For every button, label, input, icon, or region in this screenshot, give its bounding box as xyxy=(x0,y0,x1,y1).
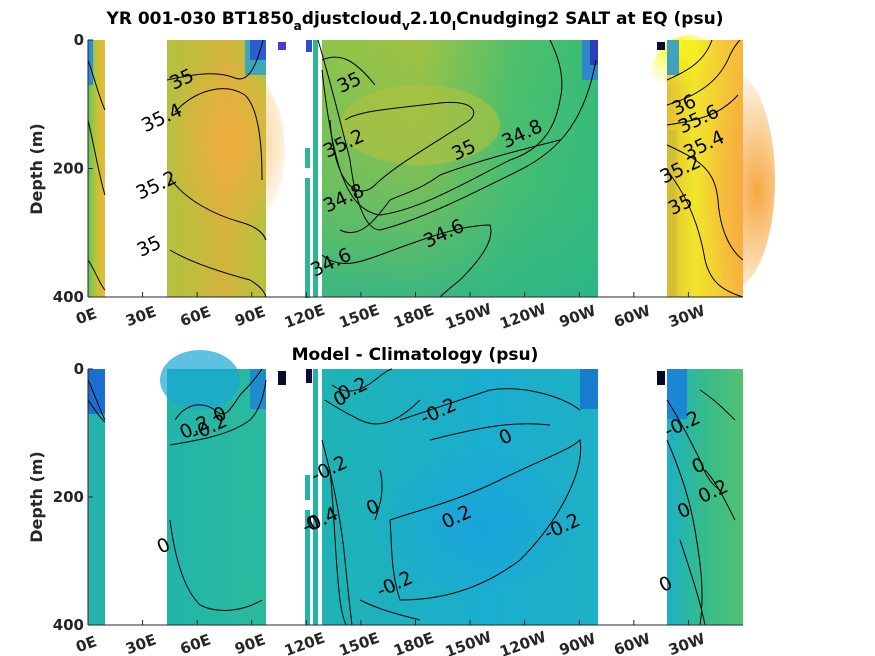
bottom-y-label: Depth (m) xyxy=(27,451,46,543)
top-panel: YR 001-030 BT1850adjustcloudv2.10ICnudgi… xyxy=(27,9,775,333)
bottom-y-tick-label: 0 xyxy=(74,360,84,378)
bottom-contours xyxy=(87,368,736,626)
bottom-panel: Model - Climatology (psu) xyxy=(27,345,743,656)
bottom-x-tick-label: 120W xyxy=(497,628,549,656)
top-coastal-fresh xyxy=(88,40,93,85)
top-contour-label: 35 xyxy=(134,232,165,262)
bottom-x-tick-label: 60W xyxy=(611,629,653,656)
bottom-y-tick-label: 400 xyxy=(53,616,84,634)
bottom-x-tick-label: 0E xyxy=(73,632,99,656)
bottom-x-tick-label: 120E xyxy=(282,629,327,656)
bottom-plot-area: -0.200.20.20 -0.20-0.2-0.400 0.2 -0.2-0.20-… xyxy=(87,350,743,626)
top-y-tick-label: 0 xyxy=(74,31,84,49)
top-y-tick-label: 200 xyxy=(53,160,84,178)
top-x-ticks: 0E 30E 60E 90E 120E 150E 180E 150W 120W 90W 60W 30W xyxy=(73,292,708,333)
bottom-y-tick-label: 200 xyxy=(53,488,84,506)
top-contours xyxy=(87,39,744,298)
top-y-tick-label: 400 xyxy=(53,288,84,306)
top-x-tick-label: 30W xyxy=(666,301,708,331)
top-y-label: Depth (m) xyxy=(27,123,46,215)
top-x-tick-label: 150E xyxy=(337,301,382,332)
top-x-tick-label: 90E xyxy=(232,303,267,331)
bottom-title: Model - Climatology (psu) xyxy=(292,345,539,365)
bottom-x-tick-label: 30E xyxy=(123,631,158,656)
top-y-ticks: 0 200 400 xyxy=(53,31,93,306)
bottom-x-tick-label: 30W xyxy=(666,629,708,656)
top-x-tick-label: 90W xyxy=(557,301,599,331)
top-x-tick-label: 180E xyxy=(391,301,436,332)
top-x-tick-label: 0E xyxy=(73,304,99,328)
bottom-y-ticks: 0 200 400 xyxy=(53,360,93,634)
top-x-tick-label: 150W xyxy=(443,300,495,333)
top-title: YR 001-030 BT1850adjustcloudv2.10ICnudgi… xyxy=(106,9,724,33)
bottom-x-tick-label: 150E xyxy=(337,629,382,656)
bottom-x-tick-label: 90W xyxy=(557,629,599,656)
top-x-tick-label: 120W xyxy=(497,300,549,333)
top-x-tick-label: 60E xyxy=(178,303,213,331)
bottom-x-tick-label: 150W xyxy=(443,628,495,656)
top-region-atlantic-east xyxy=(88,40,105,297)
bottom-x-tick-label: 180E xyxy=(391,629,436,656)
top-x-tick-label: 60W xyxy=(611,301,653,331)
top-x-tick-label: 120E xyxy=(282,301,327,332)
top-x-tick-label: 30E xyxy=(123,303,158,331)
bottom-x-tick-label: 60E xyxy=(178,631,213,656)
bottom-region-atlantic-east xyxy=(88,369,105,625)
bottom-x-tick-label: 90E xyxy=(232,631,267,656)
